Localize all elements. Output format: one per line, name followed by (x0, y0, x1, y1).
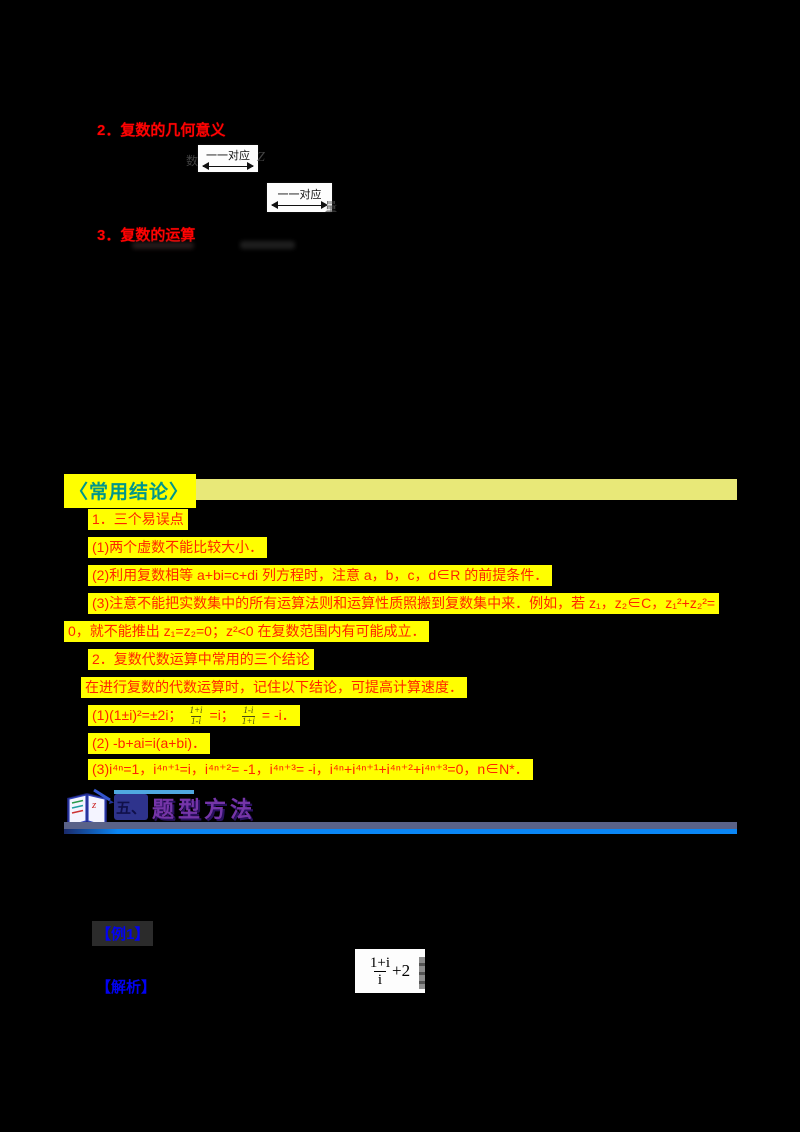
svg-text:z: z (91, 799, 97, 811)
double-arrow-icon (271, 202, 328, 209)
book-icon: z (67, 788, 114, 829)
knowledge-title-2: 2．复数的几何意义 (97, 122, 226, 139)
conclusion-line: 在进行复数的代数运算时，记住以下结论，可提高计算速度． (81, 677, 467, 698)
common-conclusions-title: 〈常用结论〉 (69, 482, 190, 503)
faint-text-fragment: Z (257, 150, 265, 165)
knowledge-title-3: 3．复数的运算 (97, 227, 196, 244)
conclusion-formula-line: (1)(1±i)²=±2i； 1+i 1-i =i； 1-i 1+i = -i． (88, 705, 300, 727)
faint-text-fragment: 量 (325, 200, 338, 214)
conclusion-line: 2．复数代数运算中常用的三个结论 (88, 649, 314, 670)
correspondence-label-1: 一一对应 (206, 149, 250, 162)
correspondence-label-2: 一一对应 (277, 188, 322, 201)
conclusion-line: (2) -b+ai=i(a+bi)． (88, 733, 210, 754)
conclusion-line: 0，就不能推出 z₁=z₂=0；z²<0 在复数范围内有可能成立． (64, 621, 430, 642)
equation-denominator: i (373, 970, 387, 988)
solution-label-box: 【解析】 (96, 976, 156, 997)
faint-text-fragment: 数 (186, 154, 199, 168)
solution-label: 【解析】 (96, 979, 157, 996)
conclusion-line: (1)两个虚数不能比较大小． (88, 537, 268, 558)
common-conclusions-header: 〈常用结论〉 (64, 474, 197, 508)
fraction-numerator: 1-i (243, 705, 254, 716)
section-number-box: 五、 (114, 794, 148, 820)
correspondence-box-2: 一一对应 (267, 183, 332, 212)
conclusion-line: (2)利用复数相等 a+bi=c+di 列方程时，注意 a，b，c，d∈R 的前… (88, 565, 553, 586)
section-number: 五、 (115, 799, 146, 817)
formula-pre: (1)(1±i)²=±2i； (92, 707, 183, 723)
fraction: 1-i 1+i (241, 705, 255, 726)
fraction-denominator: 1-i (190, 715, 201, 726)
fraction: 1+i 1-i (189, 706, 202, 726)
text-ghost-smudge (132, 242, 194, 249)
conclusion-line: (3)i⁴ⁿ=1，i⁴ⁿ⁺¹=i，i⁴ⁿ⁺²= -1，i⁴ⁿ⁺³= -i，i⁴ⁿ… (88, 759, 533, 780)
equation-tail: +2 (392, 961, 411, 980)
header-underline (64, 829, 737, 834)
header-underline-shadow (64, 822, 737, 829)
highlight-band (64, 479, 737, 500)
conclusion-line: 1．三个易误点 (88, 509, 188, 530)
equation-clipped-edge (419, 957, 425, 989)
formula-mid: =i； (209, 707, 235, 723)
section-title: 题型方法 (152, 797, 257, 822)
conclusion-line: (3)注意不能把实数集中的所有运算法则和运算性质照搬到复数集中来．例如，若 z₁… (88, 593, 720, 614)
double-arrow-icon (201, 163, 255, 170)
header-top-accent-bar (114, 790, 194, 794)
fraction-denominator: 1+i (241, 715, 255, 726)
example-label-box: 【例1】 (92, 921, 154, 946)
formula-post: = -i． (261, 707, 296, 723)
example-label: 【例1】 (96, 926, 150, 943)
equation-fraction: 1+i i (370, 955, 390, 988)
text-ghost-smudge (240, 241, 295, 249)
correspondence-box-1: 一一对应 (198, 145, 258, 172)
equation-image: 1+i i +2 (355, 949, 425, 993)
fraction-numerator: 1+i (189, 705, 203, 716)
equation-numerator: 1+i (369, 954, 391, 971)
